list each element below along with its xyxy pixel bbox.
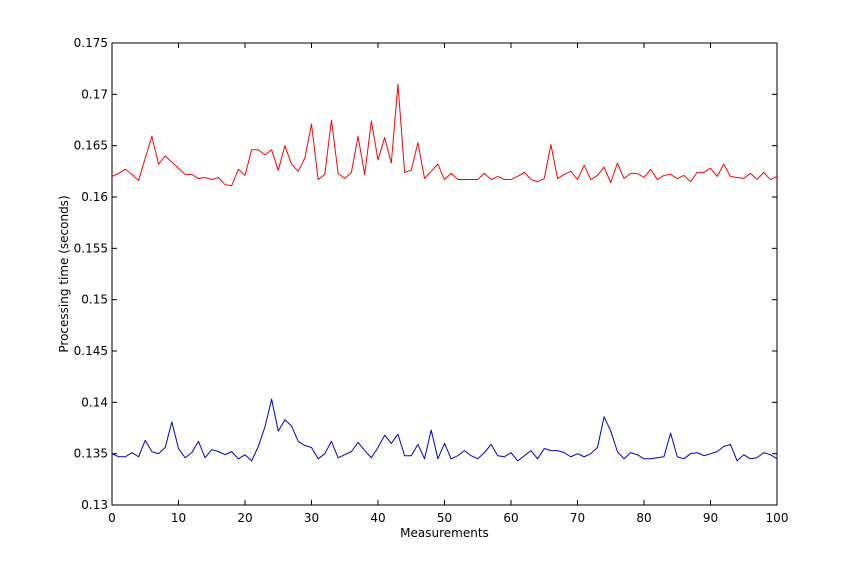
- y-tick-label: 0.15: [81, 293, 108, 307]
- x-tick-label: 100: [766, 511, 789, 525]
- y-tick-label: 0.155: [74, 241, 108, 255]
- x-tick-label: 80: [636, 511, 651, 525]
- y-tick-label: 0.135: [74, 447, 108, 461]
- x-tick-label: 0: [108, 511, 116, 525]
- x-tick-label: 90: [703, 511, 718, 525]
- y-tick-label: 0.175: [74, 36, 108, 50]
- x-axis: 0 10 20 30 40 50 60 70 80 90 100: [108, 43, 788, 525]
- y-axis: 0.13 0.135 0.14 0.145 0.15 0.155 0.16 0.165 0.17…: [74, 36, 777, 512]
- x-tick-label: 30: [304, 511, 319, 525]
- series-line-1: [111, 83, 778, 187]
- x-tick-label: 70: [570, 511, 585, 525]
- x-tick-label: 40: [370, 511, 385, 525]
- x-tick-label: 50: [437, 511, 452, 525]
- x-tick-label: 60: [503, 511, 518, 525]
- y-axis-label: Processing time (seconds): [57, 195, 71, 352]
- series-layer: [111, 83, 778, 462]
- series-line-2: [111, 398, 778, 462]
- y-tick-label: 0.165: [74, 139, 108, 153]
- y-tick-label: 0.13: [81, 498, 108, 512]
- x-tick-label: 10: [171, 511, 186, 525]
- y-tick-label: 0.145: [74, 344, 108, 358]
- y-tick-label: 0.14: [81, 395, 108, 409]
- plot-area: [111, 42, 778, 506]
- y-tick-label: 0.17: [81, 87, 108, 101]
- x-axis-label: Measurements: [400, 526, 489, 540]
- x-tick-label: 20: [237, 511, 252, 525]
- y-tick-label: 0.16: [81, 190, 108, 204]
